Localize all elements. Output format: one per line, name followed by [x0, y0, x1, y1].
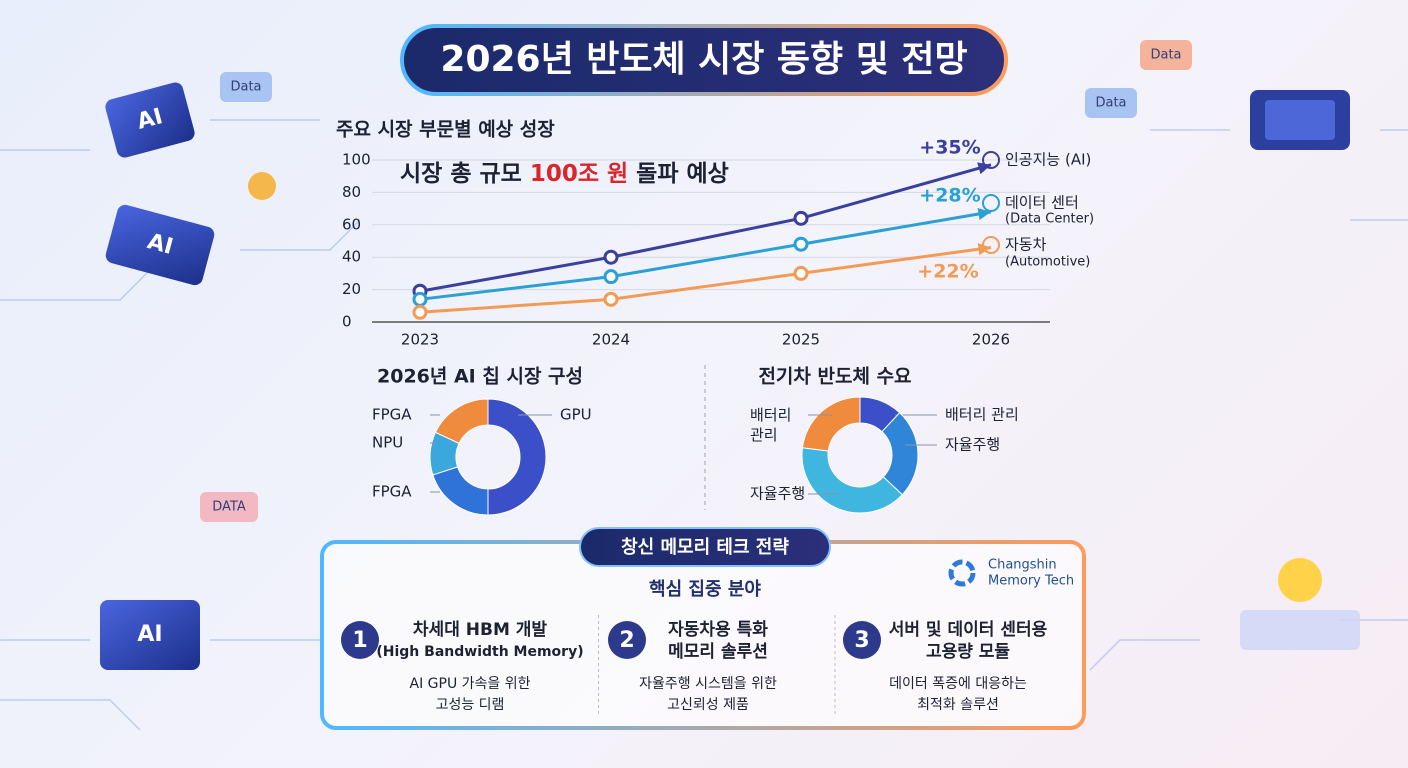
legend-name: 자동차	[1005, 236, 1047, 254]
growth-label: +35%	[919, 137, 980, 159]
legend-name: 데이터 센터	[1005, 194, 1079, 212]
subtitle-part: 100조 원	[530, 161, 628, 187]
data-point	[603, 291, 619, 307]
x-tick-label: 2025	[782, 331, 820, 349]
data-point	[603, 269, 619, 285]
item-desc: 고신뢰성 제품	[667, 697, 749, 713]
item-desc: 최적화 솔루션	[917, 697, 999, 713]
slice-label: 배터리 관리	[945, 406, 1019, 424]
logo-text: Memory Tech	[988, 574, 1074, 589]
legend-name: 인공지능 (AI)	[1005, 151, 1091, 169]
series-line	[419, 210, 992, 301]
data-point	[412, 291, 428, 307]
number-badge	[608, 621, 646, 659]
number-badge	[341, 621, 379, 659]
data-point	[793, 210, 809, 226]
item-title: 서버 및 데이터 센터용	[889, 620, 1048, 640]
slice-label: NPU	[372, 434, 403, 452]
y-tick-label: 80	[342, 183, 361, 201]
growth-label: +22%	[917, 261, 978, 283]
y-tick-label: 0	[342, 313, 352, 331]
chart-subtitle: 시장 총 규모 100조 원 돌파 예상	[400, 161, 729, 187]
donut-slice	[432, 466, 489, 516]
bubble-label: Data	[1150, 48, 1181, 63]
slice-label: 자율주행	[750, 485, 805, 503]
item-number: 1	[352, 628, 367, 653]
item-desc: 고성능 디램	[436, 697, 505, 713]
page-title: 2026년 반도체 시장 동향 및 전망	[440, 39, 967, 80]
strategy-pill	[579, 527, 831, 567]
data-point	[412, 304, 428, 320]
data-point	[603, 249, 619, 265]
slice-label: GPU	[560, 406, 592, 424]
title-pill	[400, 24, 1008, 96]
y-tick-label: 60	[342, 215, 361, 233]
logo-mark	[948, 559, 976, 587]
x-tick-label: 2024	[592, 331, 630, 349]
donut-slice	[801, 396, 861, 452]
item-title: 자동차용 특화	[668, 620, 768, 640]
y-tick-label: 100	[342, 151, 371, 169]
slice-label-line: 배터리	[750, 406, 791, 424]
arrow-head	[977, 162, 991, 175]
legend-name-en: (Data Center)	[1005, 212, 1094, 227]
chip-label: AI	[137, 622, 162, 647]
item-title: 차세대 HBM 개발	[413, 620, 547, 640]
item-desc: 자율주행 시스템을 위한	[639, 676, 777, 692]
logo-text: Changshin	[988, 558, 1057, 573]
donut-slice	[434, 398, 489, 445]
growth-label: +28%	[919, 185, 980, 207]
series-line	[419, 245, 992, 314]
item-number: 2	[619, 628, 634, 653]
x-tick-label: 2023	[401, 331, 439, 349]
item-desc: 데이터 폭증에 대응하는	[889, 676, 1027, 692]
item-title: 메모리 솔루션	[668, 642, 768, 662]
y-tick-label: 20	[342, 280, 361, 298]
data-point	[793, 265, 809, 281]
data-point	[793, 236, 809, 252]
strategy-subtitle: 핵심 집중 분야	[649, 579, 761, 600]
donut-slice	[801, 447, 903, 514]
legend-icon	[982, 194, 1000, 212]
legend-icon	[982, 151, 1000, 169]
item-desc: AI GPU 가속을 위한	[410, 676, 531, 692]
legend-icon	[982, 236, 1000, 254]
chart-title: 주요 시장 부문별 예상 성장	[336, 119, 555, 141]
number-badge	[843, 621, 881, 659]
item-title: 고용량 모듈	[926, 642, 1010, 662]
slice-label-line: 관리	[750, 426, 778, 444]
item-number: 3	[854, 628, 869, 653]
slice-label: 자율주행	[945, 436, 1000, 454]
legend-name-en: (Automotive)	[1005, 255, 1090, 270]
slice-label: FPGA	[372, 483, 412, 501]
bubble-label: DATA	[212, 500, 246, 515]
donut-slice	[487, 398, 547, 516]
chart-title: 2026년 AI 칩 시장 구성	[377, 366, 583, 388]
slice-label: FPGA	[372, 406, 412, 424]
item-title: (High Bandwidth Memory)	[376, 644, 583, 660]
subtitle-part: 돌파 예상	[628, 161, 729, 187]
x-tick-label: 2026	[972, 331, 1010, 349]
series-line	[419, 163, 992, 293]
bubble-label: Data	[1095, 96, 1126, 111]
y-tick-label: 40	[342, 248, 361, 266]
strategy-title: 창신 메모리 테크 전략	[621, 537, 789, 558]
subtitle-part: 시장 총 규모	[400, 161, 530, 187]
chart-title: 전기차 반도체 수요	[758, 366, 911, 388]
bubble-label: Data	[230, 80, 261, 95]
